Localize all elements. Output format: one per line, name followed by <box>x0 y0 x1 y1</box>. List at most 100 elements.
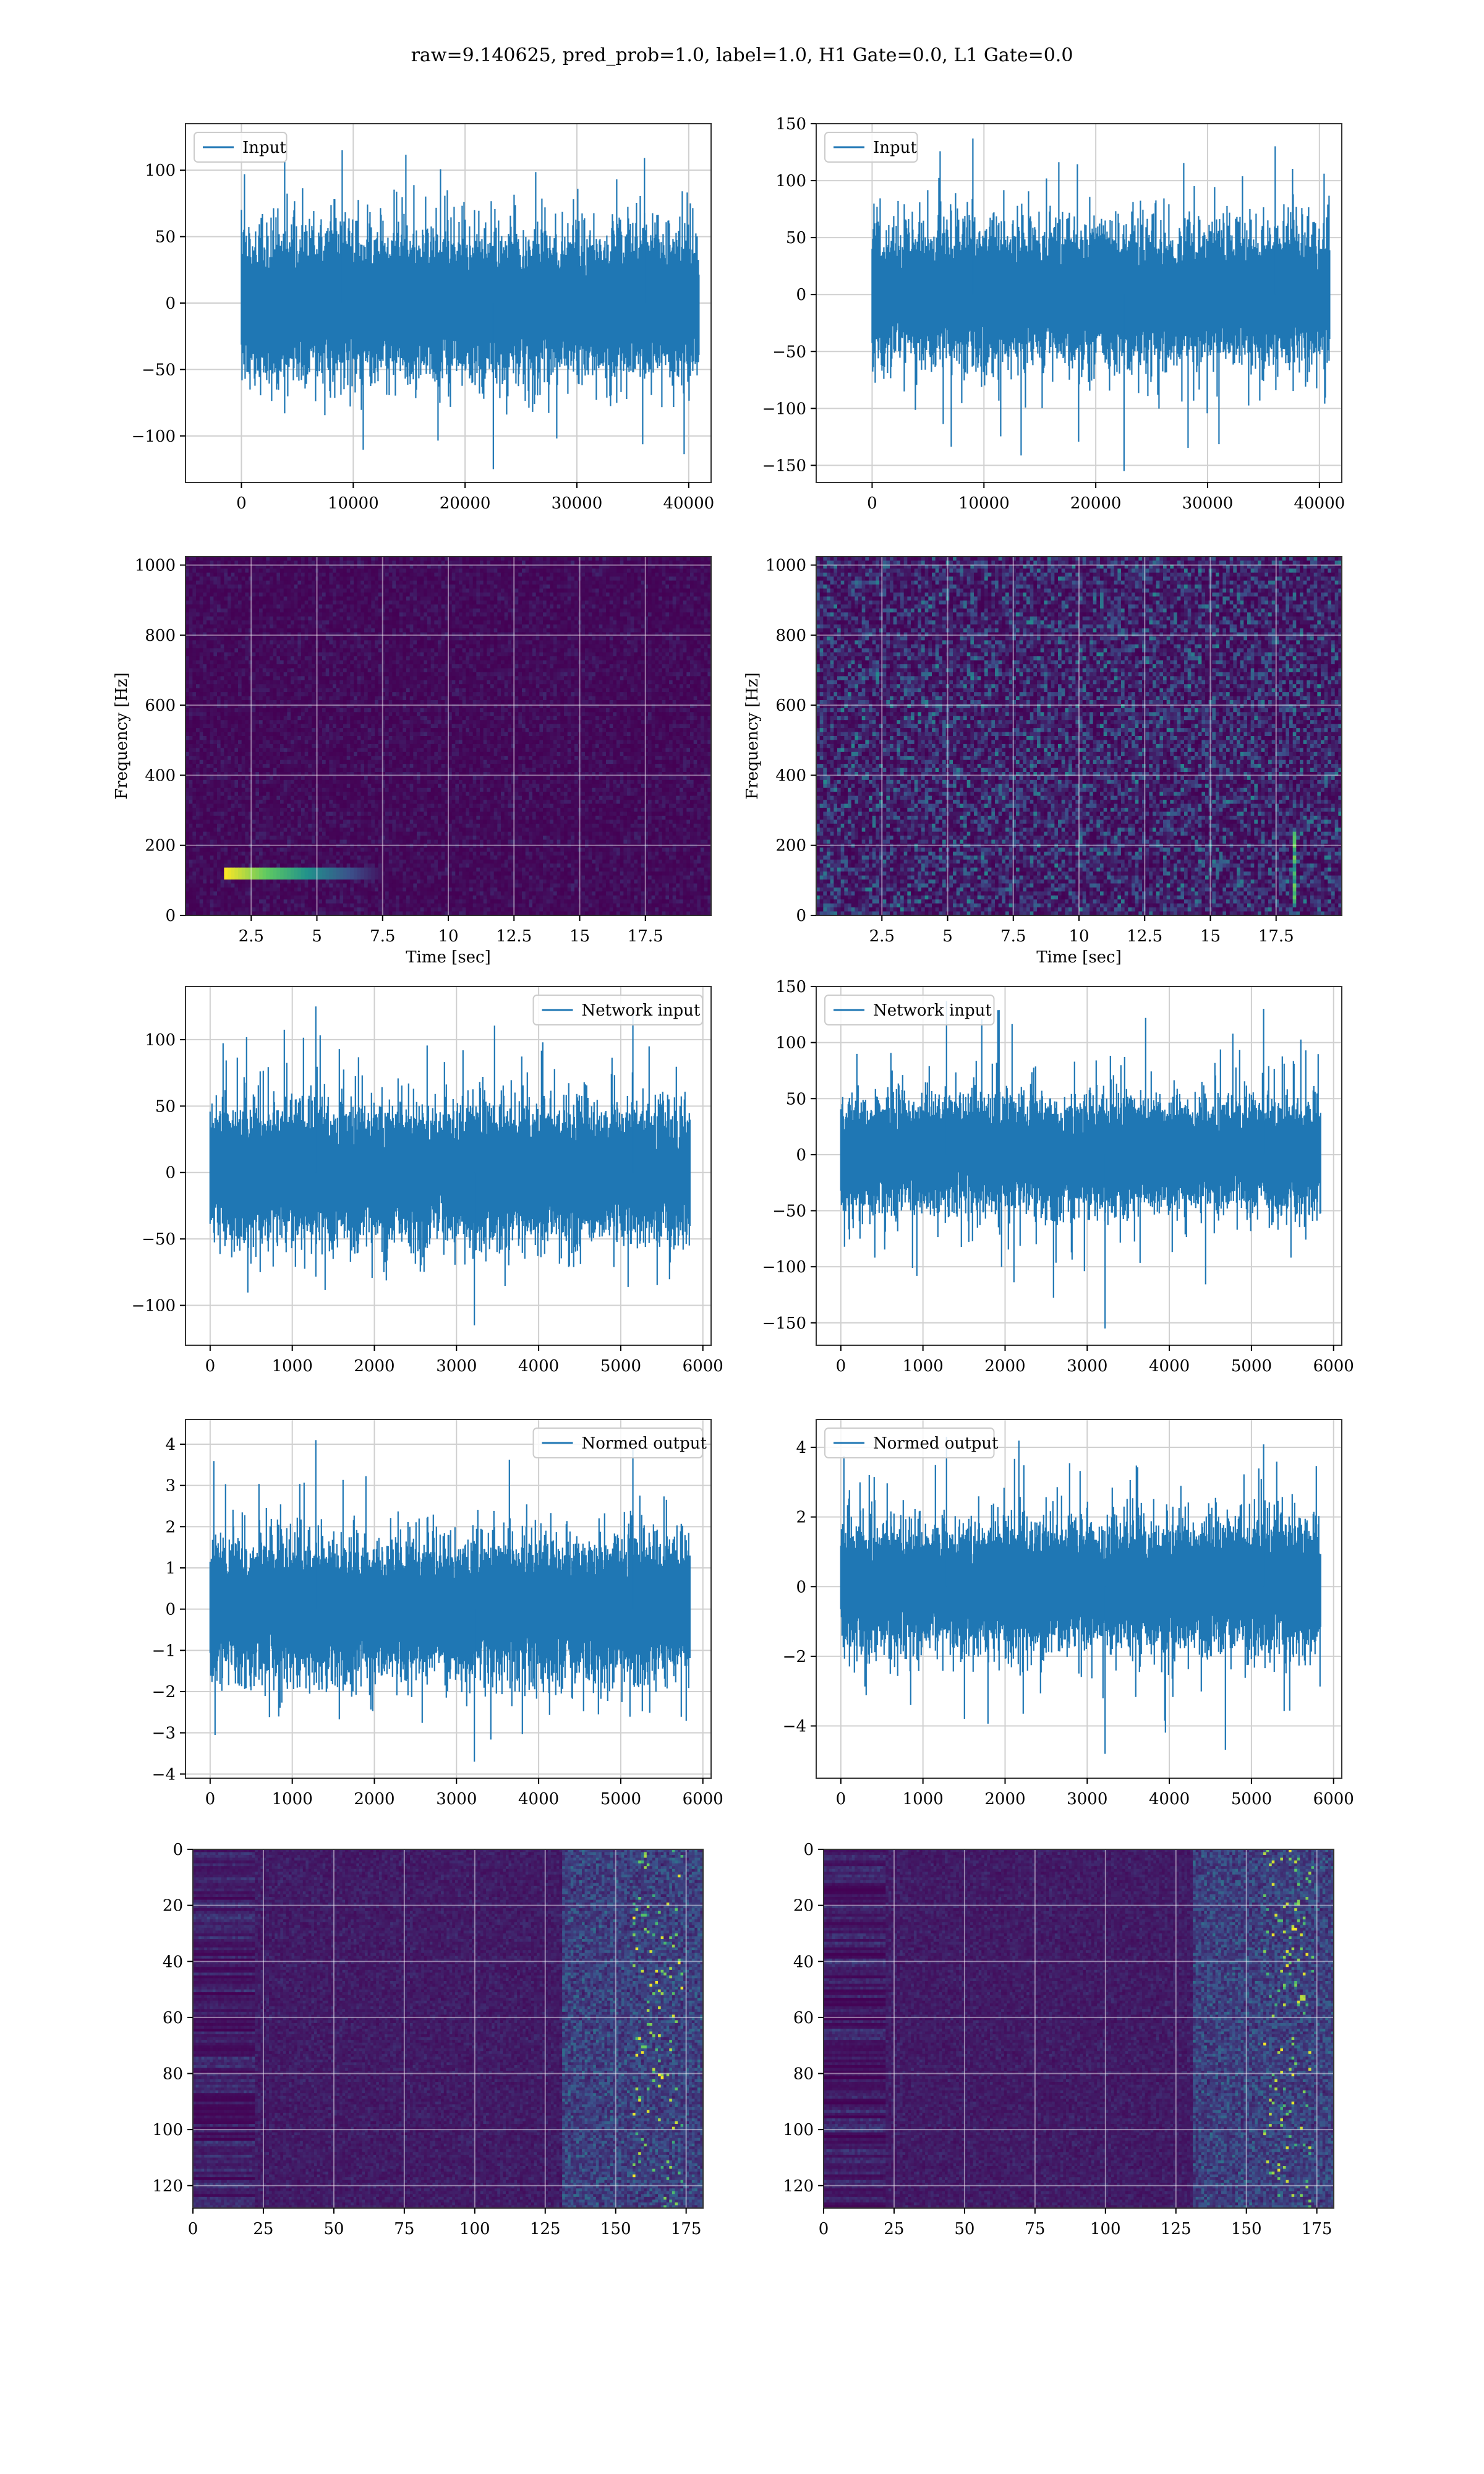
heatmap-cell <box>701 560 704 565</box>
heatmap-cell <box>207 576 210 581</box>
heatmap-cell <box>203 576 207 581</box>
heatmap-cell <box>305 596 309 601</box>
heatmap-cell <box>396 609 399 613</box>
heatmap-cell <box>245 557 249 561</box>
heatmap-cell <box>336 601 340 605</box>
heatmap-cell <box>539 581 543 585</box>
heatmap-cell <box>631 604 634 609</box>
heatmap-cell <box>417 581 420 585</box>
heatmap-cell <box>399 601 403 605</box>
heatmap-cell <box>347 593 351 597</box>
heatmap-cell <box>417 576 420 581</box>
heatmap-cell <box>255 557 259 561</box>
heatmap-cell <box>515 560 519 565</box>
heatmap-cell <box>207 581 210 585</box>
heatmap-cell <box>484 609 487 613</box>
heatmap-cell <box>680 568 683 573</box>
heatmap-cell <box>616 601 620 605</box>
heatmap-cell <box>287 560 291 565</box>
heatmap-cell <box>210 557 214 561</box>
heatmap-cell <box>266 584 270 589</box>
heatmap-cell <box>497 576 501 581</box>
heatmap-cell <box>490 584 494 589</box>
heatmap-cell <box>487 609 490 613</box>
heatmap-cell <box>333 573 336 577</box>
heatmap-cell <box>333 584 336 589</box>
heatmap-cell <box>399 560 403 565</box>
heatmap-cell <box>487 560 490 565</box>
heatmap-cell <box>245 609 249 613</box>
heatmap-cell <box>200 604 203 609</box>
heatmap-cell <box>196 573 200 577</box>
heatmap-cell <box>252 581 256 585</box>
heatmap-cell <box>557 584 561 589</box>
heatmap-cell <box>339 596 343 601</box>
heatmap-cell <box>434 584 438 589</box>
heatmap-cell <box>245 576 249 581</box>
heatmap-cell <box>564 573 568 577</box>
heatmap-cell <box>385 568 389 573</box>
heatmap-cell <box>680 576 683 581</box>
heatmap-cell <box>501 596 505 601</box>
heatmap-cell <box>550 596 553 601</box>
heatmap-cell <box>627 581 631 585</box>
heatmap-cell <box>620 576 624 581</box>
heatmap-cell <box>368 560 372 565</box>
heatmap-cell <box>270 568 273 573</box>
heatmap-cell <box>620 596 624 601</box>
heatmap-cell <box>392 568 396 573</box>
heatmap-cell <box>284 573 288 577</box>
heatmap-cell <box>284 604 288 609</box>
heatmap-cell <box>686 557 690 561</box>
heatmap-cell <box>322 589 326 593</box>
heatmap-cell <box>259 576 263 581</box>
heatmap-cell <box>305 581 309 585</box>
heatmap-cell <box>371 581 375 585</box>
heatmap-cell <box>427 584 431 589</box>
heatmap-cell <box>665 576 669 581</box>
heatmap-cell <box>273 573 277 577</box>
heatmap-cell <box>329 568 333 573</box>
heatmap-cell <box>354 589 357 593</box>
heatmap-cell <box>592 560 595 565</box>
heatmap-cell <box>396 573 399 577</box>
heatmap-cell <box>476 589 480 593</box>
heatmap-cell <box>368 584 372 589</box>
heatmap-cell <box>231 609 235 613</box>
heatmap-cell <box>466 573 469 577</box>
heatmap-cell <box>308 581 312 585</box>
heatmap-cell <box>210 560 214 565</box>
heatmap-cell <box>599 581 603 585</box>
heatmap-cell <box>406 601 410 605</box>
heatmap-cell <box>480 568 484 573</box>
heatmap-cell <box>329 589 333 593</box>
heatmap-cell <box>438 596 441 601</box>
heatmap-cell <box>571 604 574 609</box>
heatmap-cell <box>676 601 680 605</box>
heatmap-cell <box>350 609 354 613</box>
heatmap-cell <box>213 581 217 585</box>
heatmap-cell <box>592 604 595 609</box>
heatmap-cell <box>683 568 687 573</box>
heatmap-cell <box>263 609 267 613</box>
heatmap-cell <box>196 604 200 609</box>
heatmap-cell <box>333 557 336 561</box>
heatmap-cell <box>589 604 592 609</box>
heatmap-cell <box>490 601 494 605</box>
heatmap-cell <box>638 581 641 585</box>
heatmap-cell <box>560 593 564 597</box>
heatmap-cell <box>455 581 459 585</box>
heatmap-cell <box>396 601 399 605</box>
heatmap-cell <box>360 609 364 613</box>
heatmap-cell <box>276 581 280 585</box>
heatmap-cell <box>532 584 536 589</box>
heatmap-cell <box>238 557 242 561</box>
heatmap-cell <box>326 604 330 609</box>
heatmap-cell <box>697 573 701 577</box>
heatmap-cell <box>213 589 217 593</box>
heatmap-cell <box>403 601 406 605</box>
heatmap-cell <box>610 568 613 573</box>
heatmap-cell <box>683 589 687 593</box>
heatmap-cell <box>515 601 519 605</box>
heatmap-cell <box>613 568 616 573</box>
